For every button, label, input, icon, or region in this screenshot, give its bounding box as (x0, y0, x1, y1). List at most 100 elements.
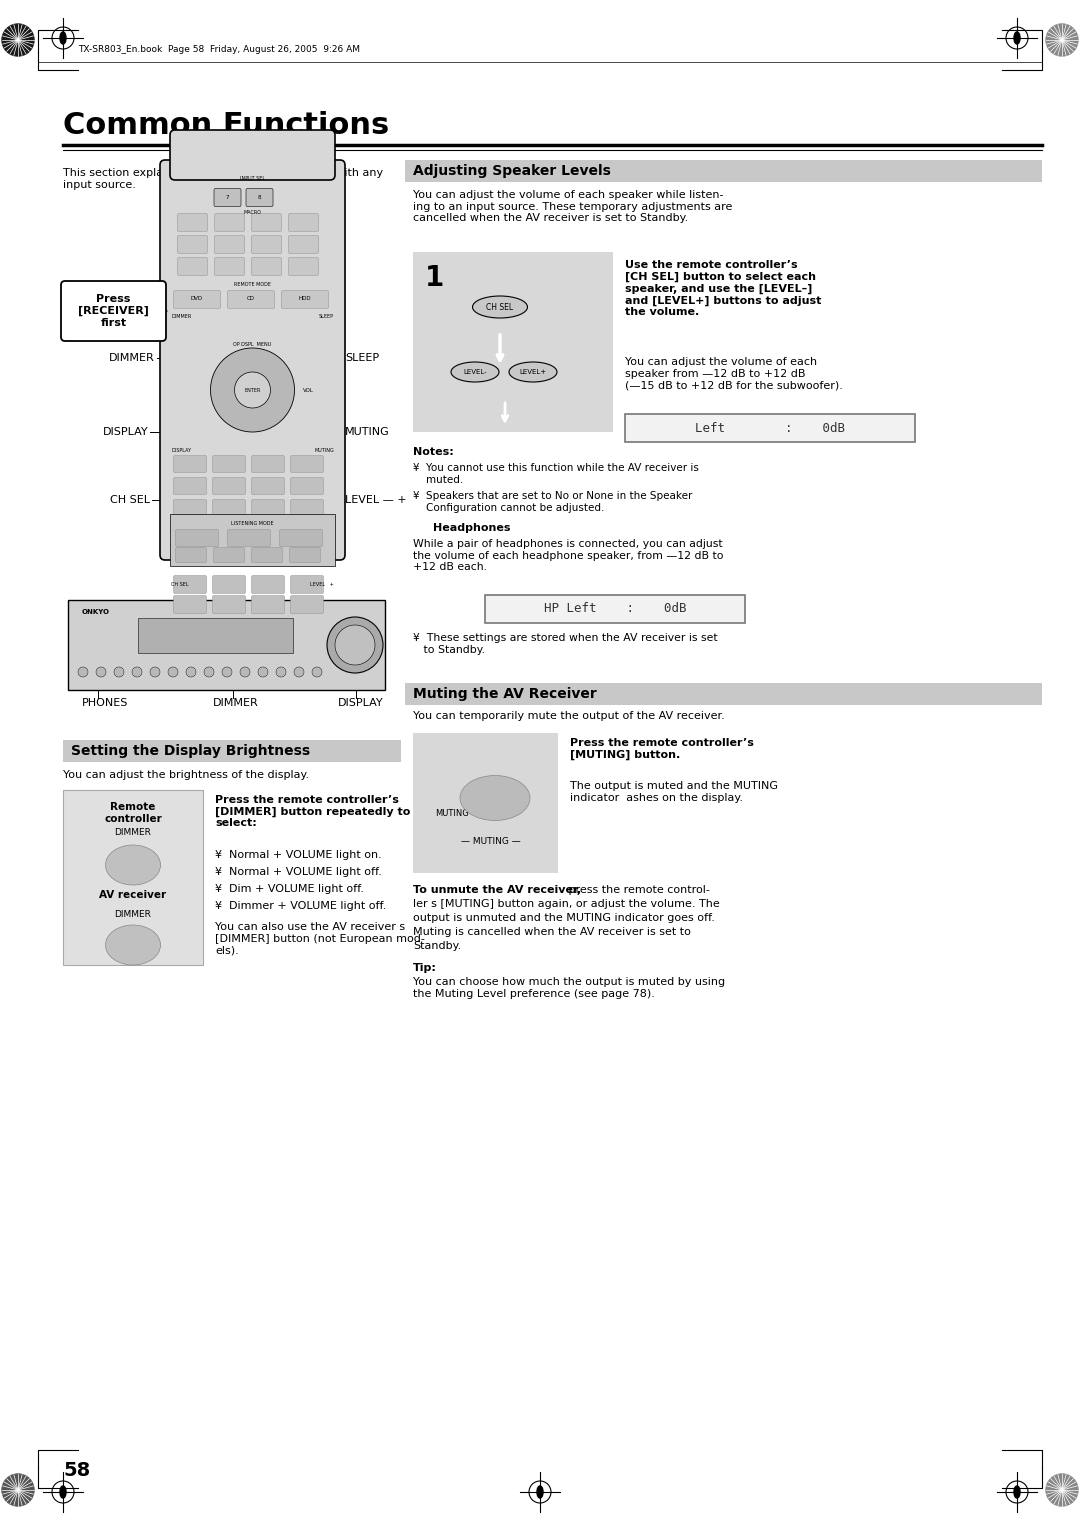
Text: Tip:: Tip: (413, 963, 437, 973)
Ellipse shape (451, 362, 499, 382)
FancyBboxPatch shape (174, 455, 206, 472)
FancyBboxPatch shape (291, 455, 324, 472)
Text: DISPLAY: DISPLAY (103, 426, 148, 437)
FancyBboxPatch shape (282, 290, 328, 309)
FancyBboxPatch shape (252, 258, 282, 275)
Circle shape (312, 668, 322, 677)
Text: SLEEP: SLEEP (345, 353, 379, 364)
Text: ¥  Speakers that are set to No or None in the Speaker
    Conﬁguration cannot be: ¥ Speakers that are set to No or None in… (413, 490, 692, 512)
Text: LISTENING MODE: LISTENING MODE (231, 521, 274, 526)
Text: Notes:: Notes: (413, 448, 454, 457)
FancyBboxPatch shape (252, 455, 284, 472)
Ellipse shape (1014, 32, 1020, 44)
Text: You can adjust the volume of each speaker while listen-
ing to an input source. : You can adjust the volume of each speake… (413, 189, 732, 223)
Bar (68, 601, 384, 691)
Text: MUTING: MUTING (435, 808, 469, 817)
Text: output is unmuted and the MUTING indicator goes off.: output is unmuted and the MUTING indicat… (413, 914, 715, 923)
FancyBboxPatch shape (252, 576, 284, 593)
Text: Left        :    0dB: Left : 0dB (696, 422, 845, 434)
Text: Setting the Display Brightness: Setting the Display Brightness (71, 744, 310, 758)
Text: 7: 7 (226, 196, 229, 200)
Text: Press
[RECEIVER]
first: Press [RECEIVER] first (78, 295, 149, 327)
Text: Headphones: Headphones (433, 523, 511, 533)
FancyBboxPatch shape (252, 547, 283, 562)
FancyBboxPatch shape (288, 235, 319, 254)
Circle shape (186, 668, 195, 677)
FancyBboxPatch shape (288, 214, 319, 232)
Bar (413, 252, 613, 432)
Ellipse shape (106, 924, 161, 966)
Ellipse shape (106, 845, 161, 885)
Text: AV receiver: AV receiver (99, 889, 166, 900)
Text: OP DSPL  MENU: OP DSPL MENU (233, 342, 272, 347)
Text: LEVEL   +: LEVEL + (310, 582, 334, 587)
Text: DISPLAY: DISPLAY (171, 448, 191, 452)
FancyBboxPatch shape (291, 596, 324, 614)
FancyBboxPatch shape (174, 576, 206, 593)
Text: CD: CD (247, 296, 255, 301)
FancyBboxPatch shape (213, 455, 245, 472)
Text: To unmute the AV receiver,: To unmute the AV receiver, (413, 885, 581, 895)
Circle shape (78, 668, 87, 677)
Text: You can choose how much the output is muted by using
the Muting Level preference: You can choose how much the output is mu… (413, 976, 725, 999)
Text: CH SEL: CH SEL (110, 495, 150, 504)
Text: MUTING: MUTING (345, 426, 390, 437)
FancyBboxPatch shape (215, 235, 244, 254)
Text: Press the remote controller’s
[DIMMER] button repeatedly to
select:: Press the remote controller’s [DIMMER] b… (215, 795, 410, 828)
Text: MUTING: MUTING (314, 448, 334, 452)
Text: HDD: HDD (299, 296, 311, 301)
Bar (625, 414, 915, 442)
FancyBboxPatch shape (252, 500, 284, 516)
Circle shape (114, 668, 124, 677)
Text: DIMMER: DIMMER (109, 353, 156, 364)
FancyBboxPatch shape (213, 576, 245, 593)
Text: ¥  Normal + VOLUME light on.: ¥ Normal + VOLUME light on. (215, 850, 381, 860)
Text: While a pair of headphones is connected, you can adjust
the volume of each headp: While a pair of headphones is connected,… (413, 539, 724, 571)
Text: Standby.: Standby. (413, 941, 461, 950)
Circle shape (258, 668, 268, 677)
Text: CH SEL: CH SEL (486, 303, 514, 312)
Text: DIMMER: DIMMER (171, 313, 191, 318)
Text: DVD: DVD (191, 296, 203, 301)
Text: You can also use the AV receiver s
[DIMMER] button (not European mod-
els).: You can also use the AV receiver s [DIMM… (215, 921, 424, 955)
Circle shape (96, 668, 106, 677)
FancyBboxPatch shape (228, 530, 270, 547)
Bar (138, 617, 293, 652)
Text: 8: 8 (258, 196, 261, 200)
Text: LEVEL — +: LEVEL — + (345, 495, 407, 504)
Circle shape (211, 348, 295, 432)
Text: PHONES: PHONES (82, 698, 129, 707)
Circle shape (132, 668, 141, 677)
Text: RC-620M: RC-620M (235, 538, 270, 547)
FancyBboxPatch shape (177, 235, 207, 254)
Bar (63, 790, 203, 966)
Circle shape (234, 371, 270, 408)
Text: HP Left    :    0dB: HP Left : 0dB (543, 602, 686, 616)
Text: REMOTE MODE: REMOTE MODE (234, 283, 271, 287)
FancyBboxPatch shape (213, 500, 245, 516)
Text: Press the remote controller’s
[MUTING] button.: Press the remote controller’s [MUTING] b… (570, 738, 754, 759)
FancyBboxPatch shape (175, 530, 218, 547)
Text: 1: 1 (426, 264, 444, 292)
Circle shape (2, 1475, 33, 1507)
FancyBboxPatch shape (215, 214, 244, 232)
Circle shape (327, 617, 383, 672)
FancyBboxPatch shape (252, 214, 282, 232)
Text: This section explains functions that can be used with any
input source.: This section explains functions that can… (63, 168, 383, 189)
Circle shape (168, 668, 178, 677)
FancyBboxPatch shape (213, 596, 245, 614)
Text: Muting is cancelled when the AV receiver is set to: Muting is cancelled when the AV receiver… (413, 927, 691, 937)
FancyBboxPatch shape (177, 214, 207, 232)
Text: Muting the AV Receiver: Muting the AV Receiver (413, 688, 597, 701)
Text: ¥  Dim + VOLUME light off.: ¥ Dim + VOLUME light off. (215, 885, 364, 894)
Ellipse shape (1014, 1485, 1020, 1497)
FancyBboxPatch shape (174, 290, 220, 309)
FancyBboxPatch shape (246, 188, 273, 206)
Circle shape (276, 668, 286, 677)
Text: CH SEL: CH SEL (171, 582, 189, 587)
Text: ¥  Dimmer + VOLUME light off.: ¥ Dimmer + VOLUME light off. (215, 902, 387, 911)
Text: Common Functions: Common Functions (63, 110, 389, 139)
FancyBboxPatch shape (214, 188, 241, 206)
FancyBboxPatch shape (170, 513, 335, 565)
Text: ler s [MUTING] button again, or adjust the volume. The: ler s [MUTING] button again, or adjust t… (413, 898, 719, 909)
